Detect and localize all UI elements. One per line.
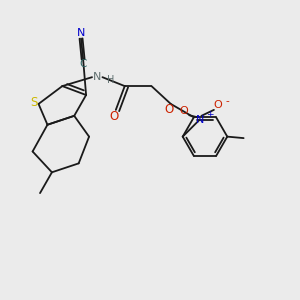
Text: N: N: [77, 28, 85, 38]
Text: +: +: [206, 110, 213, 119]
Text: C: C: [80, 59, 87, 69]
Text: O: O: [165, 103, 174, 116]
Text: O: O: [180, 106, 189, 116]
Text: N: N: [93, 72, 102, 82]
Text: O: O: [213, 100, 222, 110]
Text: N: N: [196, 115, 205, 125]
Text: -: -: [225, 96, 229, 106]
Text: O: O: [110, 110, 119, 123]
Text: H: H: [107, 75, 114, 85]
Text: S: S: [30, 96, 38, 109]
